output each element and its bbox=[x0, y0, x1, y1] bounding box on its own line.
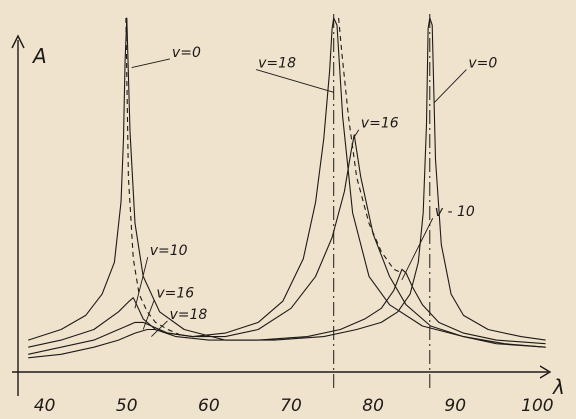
x-tick-label: 90 bbox=[444, 396, 466, 416]
y-axis-label: A bbox=[31, 44, 47, 68]
curve-label: v=0 bbox=[468, 56, 497, 72]
series-dashed-curve bbox=[338, 17, 403, 274]
series-curves bbox=[28, 17, 546, 359]
series-v10-curve bbox=[28, 268, 546, 348]
x-tick-labels: 40 50 60 70 80 90 100 bbox=[34, 396, 554, 416]
annotation-leader bbox=[401, 218, 434, 281]
x-tick-label: 60 bbox=[198, 396, 220, 416]
x-tick-label: 70 bbox=[280, 396, 302, 416]
annotation-leader bbox=[142, 299, 155, 330]
asymptote-lines bbox=[333, 14, 431, 390]
x-tick-label: 40 bbox=[34, 396, 56, 416]
annotation-leader bbox=[134, 257, 149, 309]
annotation-leader bbox=[131, 58, 171, 68]
x-tick-label: 50 bbox=[116, 396, 138, 416]
curve-label: v=0 bbox=[172, 45, 201, 61]
x-tick-label: 80 bbox=[362, 396, 384, 416]
series-v16-curve bbox=[28, 134, 546, 355]
series-dashed-curve bbox=[125, 17, 185, 338]
series-v18-curve bbox=[28, 17, 546, 359]
curve-label: v=18 bbox=[169, 307, 207, 323]
annotation-leader bbox=[433, 69, 467, 104]
curve-label: v=10 bbox=[150, 243, 188, 259]
axes: Aλ bbox=[11, 34, 565, 399]
annotation-leader bbox=[151, 320, 168, 337]
curve-label: v=16 bbox=[156, 286, 194, 302]
annotation-leader bbox=[256, 69, 334, 93]
series-v0-curve bbox=[28, 17, 546, 341]
x-axis-label: λ bbox=[552, 375, 565, 399]
curve-label: v=16 bbox=[361, 116, 399, 132]
curve-label: v=18 bbox=[258, 56, 296, 72]
curve-annotations: v=0 v=10 v=16 v=18 v=18 v=16 v=0 v - 10 bbox=[131, 45, 497, 337]
annotation-leader bbox=[353, 129, 360, 139]
y-axis-arrow bbox=[11, 34, 25, 49]
curve-label: v - 10 bbox=[435, 204, 475, 220]
x-tick-label: 100 bbox=[521, 396, 553, 416]
x-axis-arrow bbox=[539, 365, 552, 379]
